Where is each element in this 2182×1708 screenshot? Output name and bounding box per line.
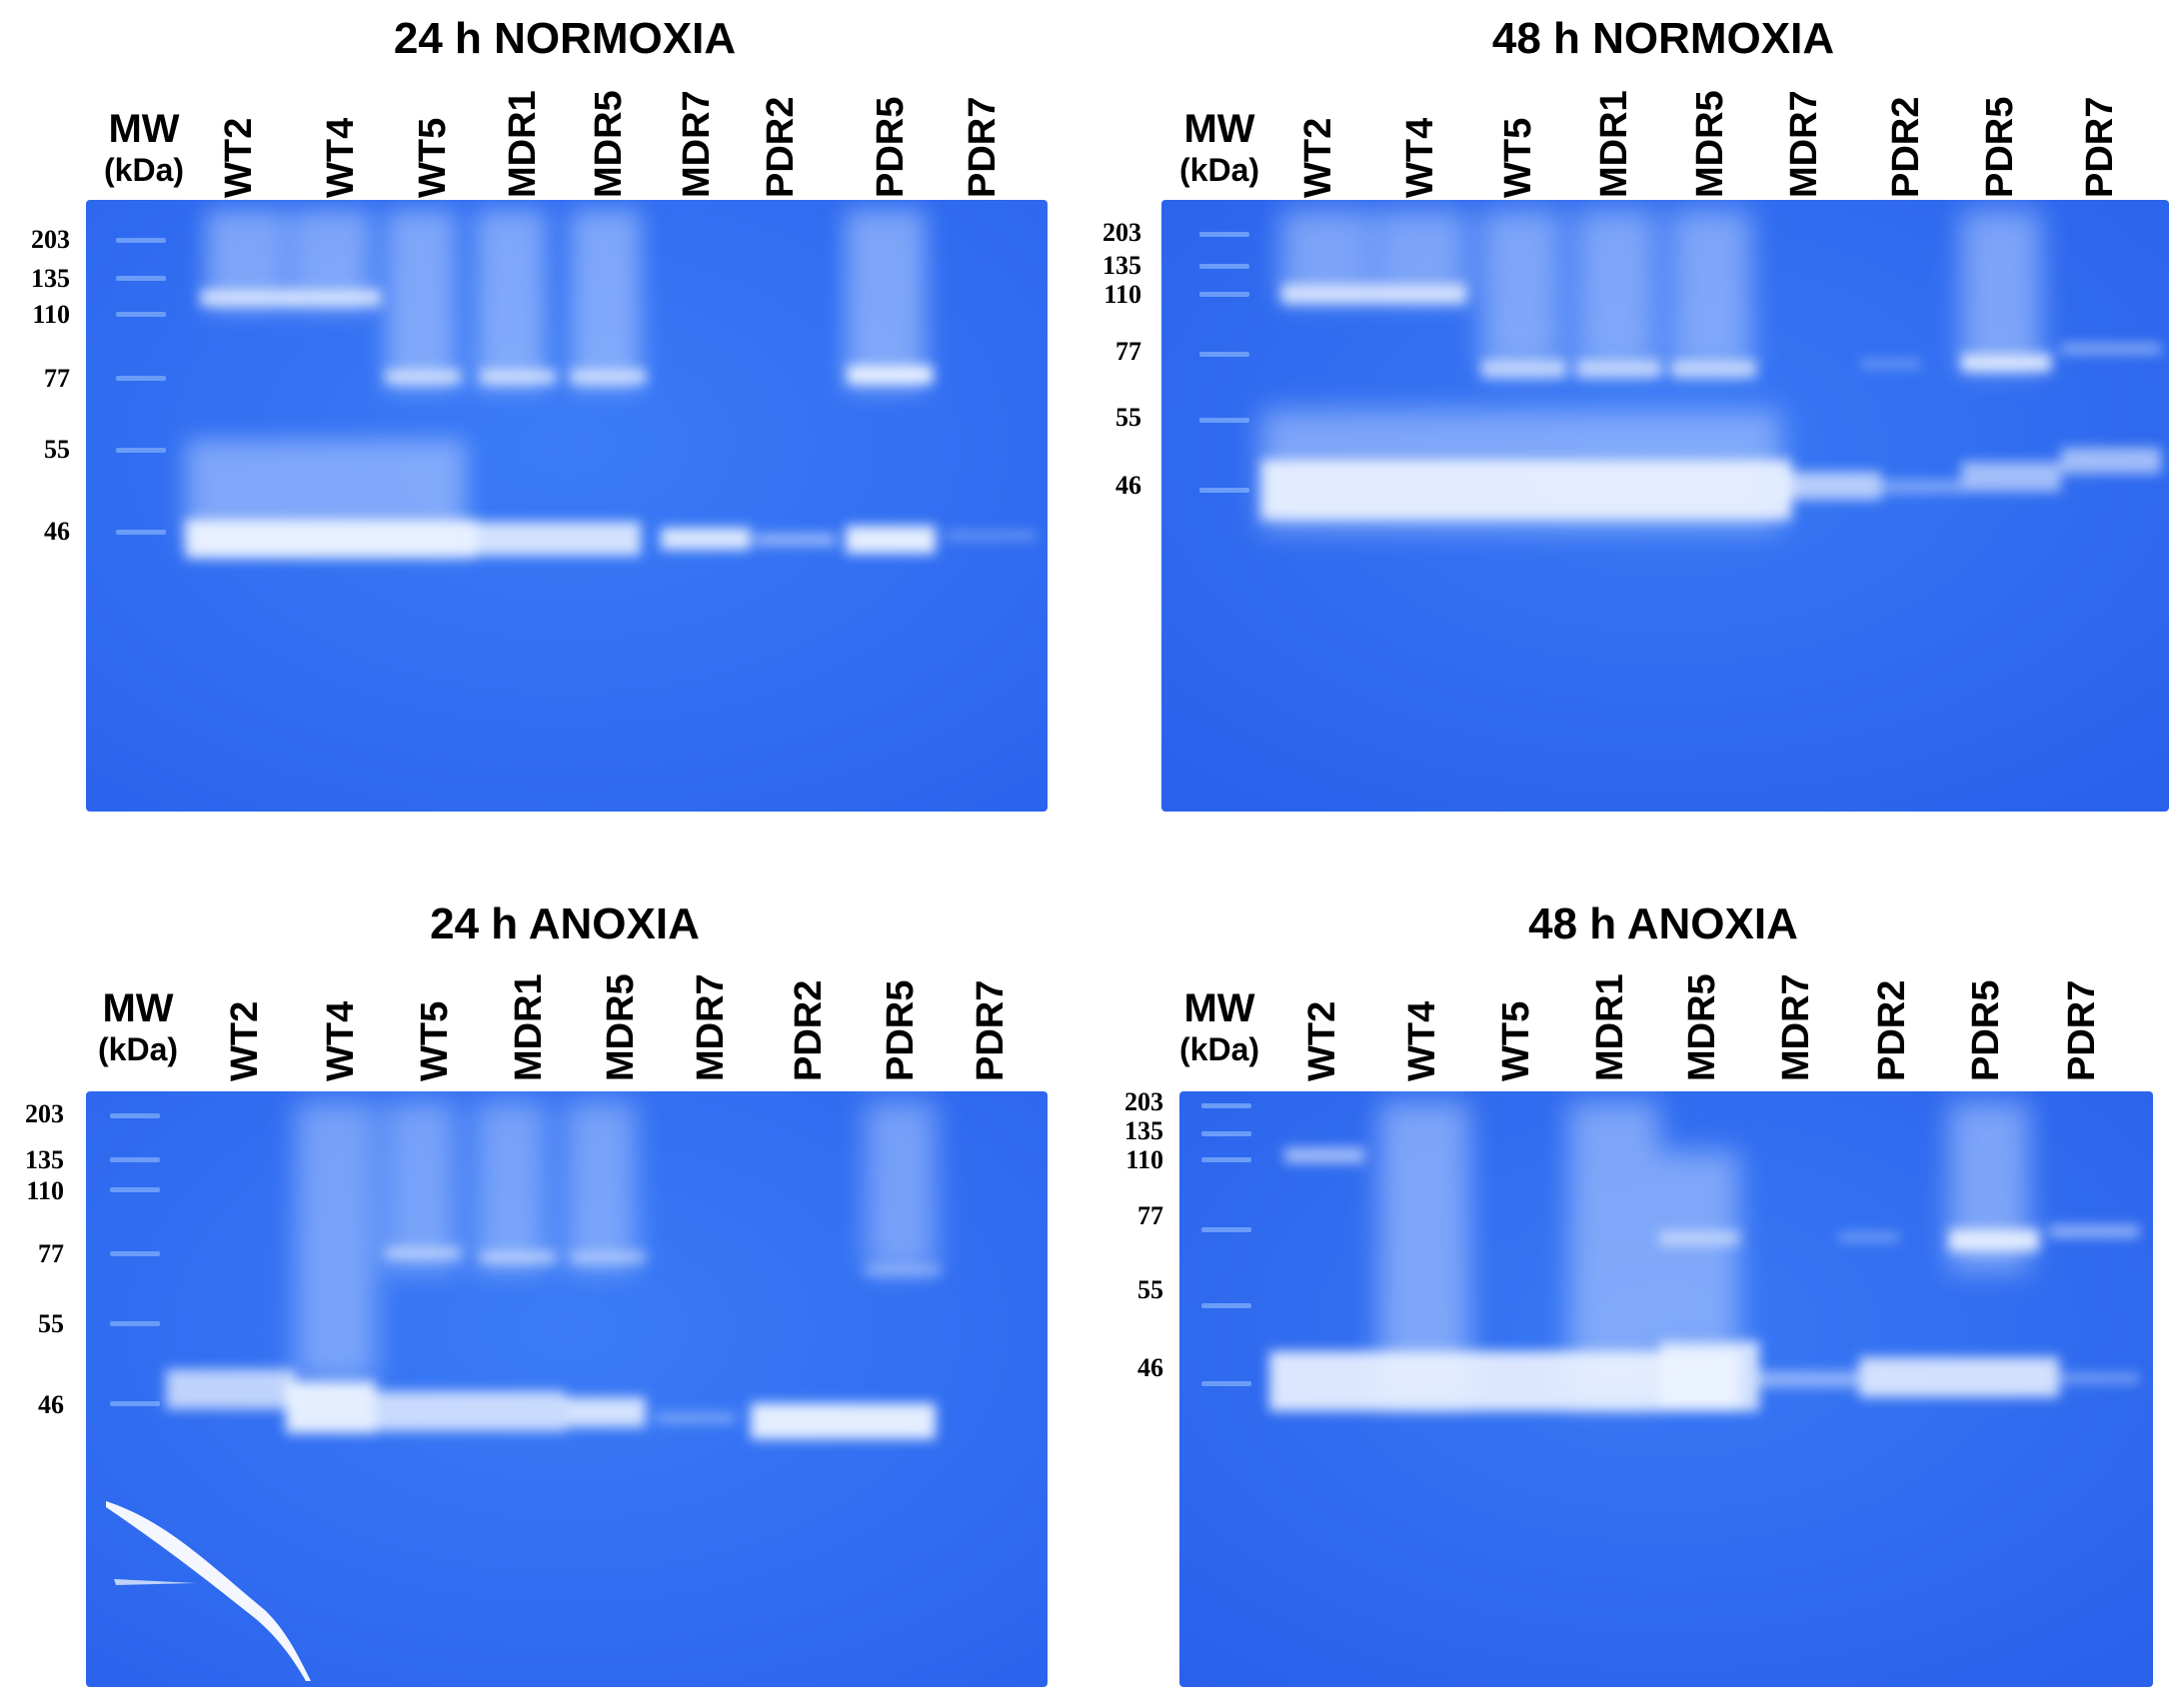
ladder-bands — [1199, 232, 1249, 493]
ladder-bands — [116, 238, 166, 535]
lane-label: MDR7 — [1775, 973, 1817, 1081]
mw-label: MW — [1183, 107, 1255, 151]
marker-label: 55 — [44, 435, 70, 464]
marker-label: 46 — [44, 517, 70, 546]
mw-label: MW — [108, 107, 180, 151]
marker-label: 77 — [38, 1239, 64, 1268]
lane-label: PDR2 — [760, 96, 802, 198]
marker-label: 110 — [1125, 1145, 1163, 1174]
ladder-bands — [1201, 1103, 1251, 1386]
lane-label: WT2 — [1297, 117, 1339, 198]
mw-label: MW — [1183, 986, 1255, 1030]
panel-title: 48 h ANOXIA — [1528, 899, 1798, 948]
marker-label: 77 — [1115, 337, 1141, 366]
lane-label: MDR5 — [1681, 973, 1723, 1081]
lane-label: PDR2 — [1885, 96, 1927, 198]
gel-svg — [86, 1091, 1048, 1687]
gel-scratch — [114, 1579, 196, 1585]
lane-label: PDR5 — [870, 96, 912, 198]
marker-label: 46 — [1137, 1353, 1163, 1382]
lane-label: MDR5 — [588, 90, 630, 198]
lane-label: WT2 — [1301, 1000, 1343, 1081]
lane-label: MDR1 — [1589, 973, 1631, 1081]
gel-scratch — [106, 1501, 311, 1681]
marker-label: 203 — [1124, 1087, 1163, 1116]
bands — [186, 290, 1036, 558]
marker-label: 77 — [1137, 1201, 1163, 1230]
lane-label: WT5 — [412, 117, 454, 198]
marker-label: 135 — [25, 1145, 64, 1174]
gel-svg — [1179, 1091, 2153, 1687]
mw-header: MW (kDa) — [104, 106, 184, 189]
bands — [166, 1247, 941, 1439]
panel-title: 48 h NORMOXIA — [1491, 14, 1835, 63]
lane-label: PDR2 — [1871, 979, 1913, 1081]
lane-label: MDR1 — [508, 973, 550, 1081]
marker-label: 135 — [1124, 1116, 1163, 1145]
lane-label: PDR5 — [880, 979, 922, 1081]
gel-svg — [86, 200, 1048, 812]
marker-label: 110 — [26, 1176, 64, 1205]
marker-label: 77 — [44, 364, 70, 393]
lane-label: MDR5 — [1689, 90, 1731, 198]
marker-label: 203 — [31, 225, 70, 254]
gel-svg — [1161, 200, 2169, 812]
marker-label: 55 — [1115, 403, 1141, 432]
lane-label: WT2 — [224, 1000, 266, 1081]
mw-header: MW (kDa) — [1179, 106, 1259, 189]
lane-label: MDR1 — [1593, 90, 1635, 198]
lane-label: WT5 — [1495, 1000, 1537, 1081]
lane-label: MDR1 — [502, 90, 544, 198]
marker-label: 55 — [1137, 1275, 1163, 1304]
mw-header: MW (kDa) — [98, 985, 178, 1068]
lane-label: WT4 — [320, 1000, 362, 1081]
mw-label: MW — [102, 986, 174, 1030]
lane-label: WT4 — [320, 117, 362, 198]
marker-label: 46 — [38, 1390, 64, 1419]
kda-label: (kDa) — [104, 152, 185, 188]
lane-label: PDR7 — [962, 96, 1004, 198]
marker-label: 46 — [1115, 471, 1141, 500]
gel-image — [1161, 200, 2169, 812]
marker-label: 135 — [1102, 251, 1141, 280]
gel-image — [1179, 1091, 2153, 1687]
lane-label: WT4 — [1399, 117, 1441, 198]
panel-title: 24 h NORMOXIA — [393, 14, 737, 63]
kda-label: (kDa) — [1179, 1031, 1260, 1067]
lane-label: WT5 — [414, 1000, 456, 1081]
marker-label: 110 — [32, 300, 70, 329]
lane-label: PDR7 — [2079, 96, 2121, 198]
marker-label: 55 — [38, 1309, 64, 1338]
marker-label: 110 — [1103, 280, 1141, 309]
lane-label: WT2 — [218, 117, 260, 198]
lane-label: MDR7 — [690, 973, 732, 1081]
lane-label: PDR2 — [788, 979, 830, 1081]
panel-title: 24 h ANOXIA — [430, 899, 700, 948]
marker-label: 203 — [1102, 218, 1141, 247]
gel-image — [86, 200, 1048, 812]
lane-label: MDR5 — [600, 973, 642, 1081]
lane-label: MDR7 — [676, 90, 718, 198]
lane-label: PDR5 — [1965, 979, 2007, 1081]
ladder-bands — [110, 1113, 160, 1406]
lane-label: PDR5 — [1979, 96, 2021, 198]
gel-image — [86, 1091, 1048, 1687]
smears — [296, 1101, 936, 1381]
marker-label: 135 — [31, 264, 70, 293]
lane-label: MDR7 — [1783, 90, 1825, 198]
kda-label: (kDa) — [98, 1031, 179, 1067]
lane-label: WT5 — [1497, 117, 1539, 198]
mw-header: MW (kDa) — [1179, 985, 1259, 1068]
lane-label: WT4 — [1401, 1000, 1443, 1081]
lane-label: PDR7 — [2061, 979, 2103, 1081]
bands — [1269, 1147, 2139, 1411]
bands — [1261, 284, 2161, 520]
lane-label: PDR7 — [970, 979, 1012, 1081]
kda-label: (kDa) — [1179, 152, 1260, 188]
marker-label: 203 — [25, 1099, 64, 1128]
